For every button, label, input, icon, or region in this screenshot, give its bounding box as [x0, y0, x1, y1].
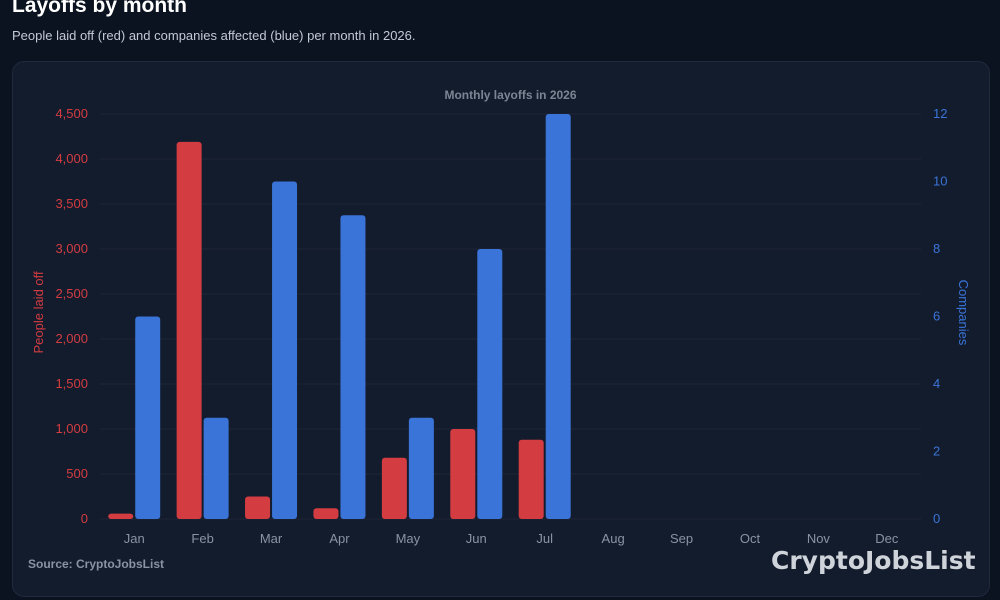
y-left-tick-label: 1,000: [55, 421, 88, 436]
chart-title: Monthly layoffs in 2026: [444, 88, 576, 102]
y-right-tick-label: 2: [933, 444, 940, 459]
page-title: Layoffs by month: [12, 0, 188, 17]
x-tick-label: Sep: [670, 531, 693, 546]
x-tick-label: Oct: [740, 531, 761, 546]
bar-companies-mar[interactable]: [272, 181, 298, 520]
y-right-tick-label: 10: [933, 174, 947, 189]
bar-people-jul[interactable]: [518, 439, 544, 519]
bar-people-jun[interactable]: [450, 429, 476, 519]
bar-people-mar[interactable]: [245, 496, 271, 520]
bar-people-feb[interactable]: [176, 141, 202, 519]
y-left-tick-label: 2,000: [55, 331, 88, 346]
x-tick-label: Aug: [602, 531, 625, 546]
y-left-tick-label: 4,000: [55, 151, 88, 166]
bar-companies-feb[interactable]: [203, 417, 229, 519]
x-tick-label: May: [396, 531, 421, 546]
source-note: Source: CryptoJobsList: [28, 557, 165, 571]
bar-companies-jul[interactable]: [545, 114, 571, 519]
bar-people-may[interactable]: [381, 457, 407, 519]
y-right-tick-label: 12: [933, 106, 947, 121]
brand-logo: CryptoJobsList: [771, 546, 976, 575]
y-left-tick-label: 500: [66, 466, 88, 481]
x-tick-label: Apr: [329, 531, 350, 546]
y-right-tick-label: 4: [933, 376, 940, 391]
y-left-tick-label: 3,000: [55, 241, 88, 256]
y-left-tick-label: 3,500: [55, 196, 88, 211]
bar-companies-jun[interactable]: [477, 249, 503, 519]
bar-people-jan[interactable]: [108, 513, 134, 519]
y-right-tick-label: 0: [933, 511, 940, 526]
y-left-tick-label: 0: [81, 511, 88, 526]
y-left-tick-label: 4,500: [55, 106, 88, 121]
x-tick-label: Jun: [466, 531, 487, 546]
x-tick-label: Jan: [124, 531, 145, 546]
page-subtitle: People laid off (red) and companies affe…: [12, 28, 416, 43]
bar-companies-may[interactable]: [408, 417, 434, 519]
y-left-tick-label: 1,500: [55, 376, 88, 391]
labels-layer: Monthly layoffs in 2026 0 500 1,000 1,500 2,0…: [31, 88, 971, 546]
x-tick-label: Dec: [875, 531, 899, 546]
x-tick-label: Nov: [807, 531, 831, 546]
x-tick-label: Feb: [191, 531, 213, 546]
bar-companies-jan[interactable]: [135, 316, 161, 520]
bar-people-apr[interactable]: [313, 508, 339, 519]
x-tick-label: Mar: [260, 531, 283, 546]
bars-layer: [108, 114, 571, 520]
grid-layer: [100, 113, 921, 520]
y-left-axis-title: People laid off: [31, 271, 46, 354]
y-right-tick-label: 6: [933, 309, 940, 324]
y-right-axis-title: Companies: [956, 280, 971, 346]
y-left-tick-label: 2,500: [55, 286, 88, 301]
y-right-tick-label: 8: [933, 241, 940, 256]
x-tick-label: Jul: [536, 531, 553, 546]
bar-companies-apr[interactable]: [340, 215, 366, 519]
